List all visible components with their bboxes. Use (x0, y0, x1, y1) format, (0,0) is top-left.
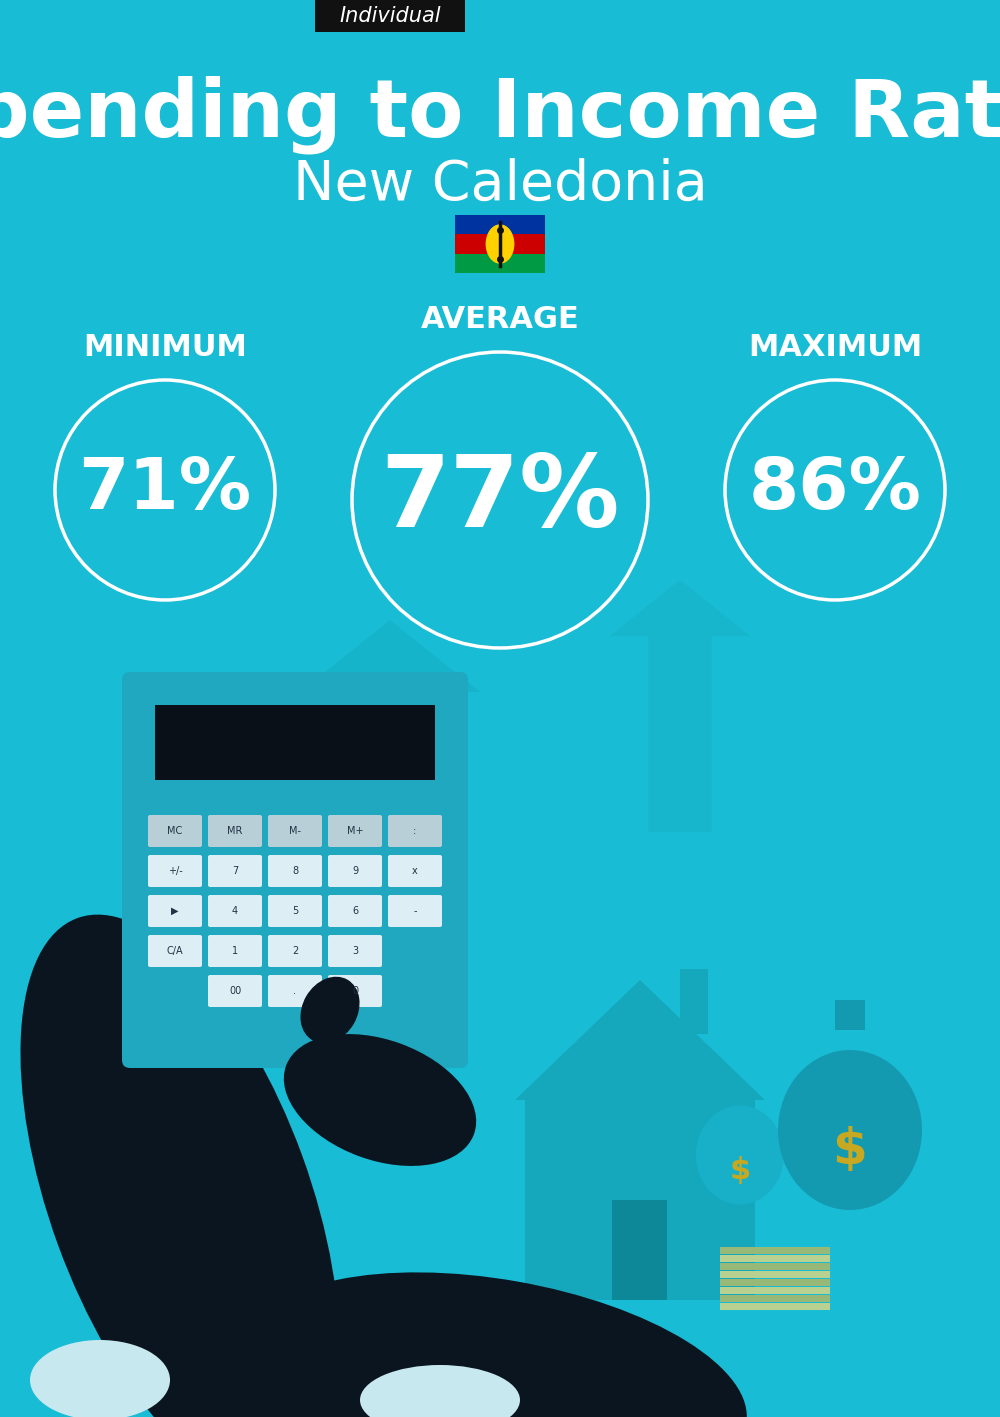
Text: M-: M- (289, 826, 301, 836)
Text: 77%: 77% (380, 452, 620, 548)
Ellipse shape (360, 1365, 520, 1417)
FancyBboxPatch shape (148, 935, 202, 966)
FancyBboxPatch shape (208, 896, 262, 927)
Text: MR: MR (227, 826, 243, 836)
FancyBboxPatch shape (328, 854, 382, 887)
FancyBboxPatch shape (328, 935, 382, 966)
FancyBboxPatch shape (208, 975, 262, 1007)
Text: ▶: ▶ (171, 905, 179, 915)
FancyBboxPatch shape (388, 854, 442, 887)
Bar (720, 1304, 830, 1309)
Text: 5: 5 (292, 905, 298, 915)
Bar (720, 1280, 830, 1287)
Text: M+: M+ (347, 826, 363, 836)
Text: 86%: 86% (749, 455, 921, 524)
Bar (455, 254, 545, 273)
FancyBboxPatch shape (388, 815, 442, 847)
FancyBboxPatch shape (208, 935, 262, 966)
Bar (835, 1000, 865, 1030)
Ellipse shape (300, 976, 360, 1043)
Text: $: $ (833, 1127, 867, 1175)
Bar (720, 1263, 830, 1270)
Text: 8: 8 (292, 866, 298, 876)
FancyBboxPatch shape (328, 896, 382, 927)
FancyBboxPatch shape (268, 975, 322, 1007)
Ellipse shape (486, 224, 514, 264)
Text: 6: 6 (352, 905, 358, 915)
Bar (720, 1295, 830, 1302)
Bar (720, 1247, 830, 1254)
Text: x: x (412, 866, 418, 876)
Bar (720, 1287, 830, 1294)
FancyBboxPatch shape (328, 975, 382, 1007)
FancyBboxPatch shape (148, 854, 202, 887)
FancyBboxPatch shape (208, 815, 262, 847)
Ellipse shape (778, 1050, 922, 1210)
Text: 0: 0 (352, 986, 358, 996)
Ellipse shape (284, 1034, 476, 1166)
Bar (720, 1255, 830, 1263)
FancyBboxPatch shape (122, 672, 468, 1068)
Text: +/-: +/- (168, 866, 182, 876)
FancyBboxPatch shape (208, 854, 262, 887)
FancyBboxPatch shape (328, 815, 382, 847)
Text: 00: 00 (229, 986, 241, 996)
Text: 3: 3 (352, 947, 358, 956)
Text: 71%: 71% (78, 455, 252, 524)
Text: 2: 2 (292, 947, 298, 956)
Text: MAXIMUM: MAXIMUM (748, 333, 922, 361)
Text: .: . (294, 986, 296, 996)
Text: :: : (413, 826, 417, 836)
Text: -: - (413, 905, 417, 915)
Polygon shape (610, 580, 750, 832)
Text: Spending to Income Ratio: Spending to Income Ratio (0, 75, 1000, 154)
FancyBboxPatch shape (315, 0, 465, 33)
Ellipse shape (30, 1340, 170, 1417)
Polygon shape (515, 981, 765, 1100)
FancyBboxPatch shape (268, 896, 322, 927)
Ellipse shape (696, 1105, 784, 1204)
Text: C/A: C/A (167, 947, 183, 956)
Text: MINIMUM: MINIMUM (83, 333, 247, 361)
Bar (155, 706, 435, 779)
FancyBboxPatch shape (268, 935, 322, 966)
Text: 4: 4 (232, 905, 238, 915)
FancyBboxPatch shape (268, 815, 322, 847)
Polygon shape (300, 621, 480, 908)
Text: MC: MC (167, 826, 183, 836)
Bar (612, 1200, 667, 1299)
Text: $: $ (729, 1155, 751, 1185)
Bar (455, 215, 545, 234)
Bar (455, 234, 545, 254)
Text: AVERAGE: AVERAGE (421, 305, 579, 334)
Text: New Caledonia: New Caledonia (293, 159, 707, 213)
FancyBboxPatch shape (268, 854, 322, 887)
Bar (525, 1100, 755, 1299)
FancyBboxPatch shape (148, 896, 202, 927)
Bar (680, 969, 708, 1034)
Text: 7: 7 (232, 866, 238, 876)
Ellipse shape (253, 1272, 747, 1417)
Bar (720, 1271, 830, 1278)
FancyBboxPatch shape (388, 896, 442, 927)
Text: 9: 9 (352, 866, 358, 876)
Text: 1: 1 (232, 947, 238, 956)
Text: Individual: Individual (339, 6, 441, 26)
Ellipse shape (20, 914, 340, 1417)
FancyBboxPatch shape (148, 815, 202, 847)
